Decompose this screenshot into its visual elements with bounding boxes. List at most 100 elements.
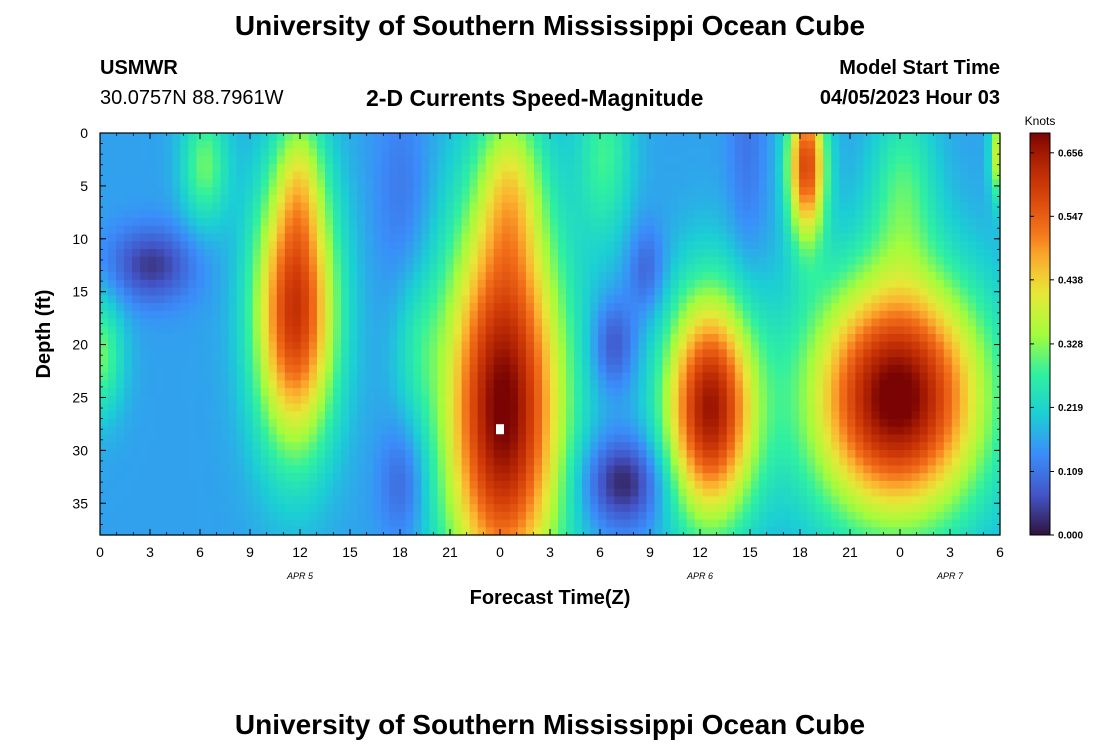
heatmap-cell: [244, 488, 254, 497]
heatmap-cell: [316, 171, 326, 180]
heatmap-cell: [541, 194, 551, 204]
heatmap-cell: [341, 179, 350, 188]
heatmap-cell: [381, 310, 390, 320]
heatmap-cell: [100, 187, 109, 196]
heatmap-cell: [437, 480, 447, 490]
heatmap-cell: [582, 318, 591, 327]
heatmap-cell: [847, 187, 856, 196]
heatmap-cell: [646, 179, 656, 188]
heatmap-cell: [172, 527, 181, 536]
heatmap-cell: [421, 519, 431, 528]
heatmap-cell: [750, 287, 760, 296]
heatmap-cell: [606, 504, 615, 513]
heatmap-cell: [300, 395, 310, 405]
heatmap-cell: [469, 357, 479, 366]
heatmap-cell: [212, 403, 222, 412]
heatmap-cell: [550, 504, 559, 513]
heatmap-cell: [308, 473, 318, 482]
heatmap-cell: [799, 511, 808, 521]
heatmap-cell: [734, 372, 744, 381]
heatmap-cell: [694, 256, 704, 266]
heatmap-cell: [220, 496, 230, 505]
heatmap-cell: [558, 457, 567, 467]
heatmap-cell: [172, 380, 181, 389]
heatmap-cell: [188, 341, 198, 351]
heatmap-cell: [204, 326, 214, 335]
heatmap-cell: [172, 179, 181, 188]
heatmap-cell: [558, 318, 567, 327]
heatmap-cell: [574, 442, 583, 451]
heatmap-cell: [349, 187, 358, 196]
heatmap-cell: [172, 264, 181, 273]
heatmap-cell: [445, 403, 455, 412]
heatmap-cell: [533, 419, 543, 428]
heatmap-cell: [662, 442, 672, 451]
heatmap-cell: [413, 496, 423, 505]
heatmap-cell: [381, 419, 390, 428]
heatmap-cell: [541, 341, 551, 351]
heatmap-cell: [550, 225, 559, 235]
heatmap-cell: [783, 465, 792, 474]
heatmap-cell: [807, 496, 816, 505]
heatmap-cell: [373, 225, 382, 235]
heatmap-cell: [823, 287, 832, 296]
heatmap-cell: [710, 341, 720, 351]
heatmap-cell: [413, 156, 423, 165]
heatmap-cell: [750, 465, 760, 474]
heatmap-cell: [469, 156, 479, 165]
heatmap-cell: [421, 133, 431, 142]
heatmap-cell: [188, 140, 198, 150]
heatmap-cell: [252, 163, 262, 173]
heatmap-cell: [590, 457, 599, 467]
heatmap-cell: [750, 218, 760, 227]
heatmap-cell: [807, 248, 816, 258]
heatmap-cell: [437, 187, 447, 196]
heatmap-cell: [164, 318, 173, 327]
heatmap-cell: [654, 264, 664, 273]
heatmap-cell: [365, 241, 374, 250]
heatmap-cell: [775, 179, 784, 188]
heatmap-cell: [333, 473, 342, 482]
heatmap-cell: [702, 210, 712, 219]
heatmap-cell: [493, 504, 503, 513]
heatmap-cell: [188, 504, 198, 513]
heatmap-cell: [791, 496, 800, 505]
heatmap-cell: [276, 218, 286, 227]
heatmap-cell: [590, 310, 599, 320]
heatmap-cell: [445, 248, 455, 258]
heatmap-cell: [116, 218, 125, 227]
heatmap-cell: [397, 395, 406, 405]
heatmap-cell: [389, 264, 398, 273]
heatmap-cell: [670, 310, 680, 320]
heatmap-cell: [630, 411, 639, 420]
heatmap-cell: [839, 519, 848, 528]
heatmap-cell: [638, 473, 648, 482]
heatmap-cell: [413, 194, 423, 204]
heatmap-cell: [493, 395, 503, 405]
heatmap-cell: [734, 480, 744, 490]
heatmap-cell: [341, 264, 350, 273]
heatmap-cell: [550, 140, 559, 150]
heatmap-cell: [100, 248, 109, 258]
heatmap-cell: [550, 473, 559, 482]
heatmap-cell: [493, 248, 503, 258]
heatmap-cell: [140, 210, 149, 219]
heatmap-cell: [300, 364, 310, 374]
heatmap-cell: [124, 310, 133, 320]
heatmap-cell: [196, 241, 206, 250]
heatmap-cell: [220, 179, 230, 188]
heatmap-cell: [678, 318, 688, 327]
model-start-label: Model Start Time: [839, 57, 1000, 79]
heatmap-cell: [373, 480, 382, 490]
heatmap-cell: [156, 496, 165, 505]
heatmap-cell: [469, 264, 479, 273]
heatmap-cell: [630, 457, 639, 467]
heatmap-cell: [260, 256, 270, 266]
heatmap-cell: [509, 527, 519, 536]
heatmap-cell: [196, 349, 206, 358]
heatmap-cell: [477, 179, 487, 188]
heatmap-cell: [670, 496, 680, 505]
heatmap-cell: [140, 395, 149, 405]
heatmap-cell: [574, 341, 583, 351]
heatmap-cell: [188, 202, 198, 211]
